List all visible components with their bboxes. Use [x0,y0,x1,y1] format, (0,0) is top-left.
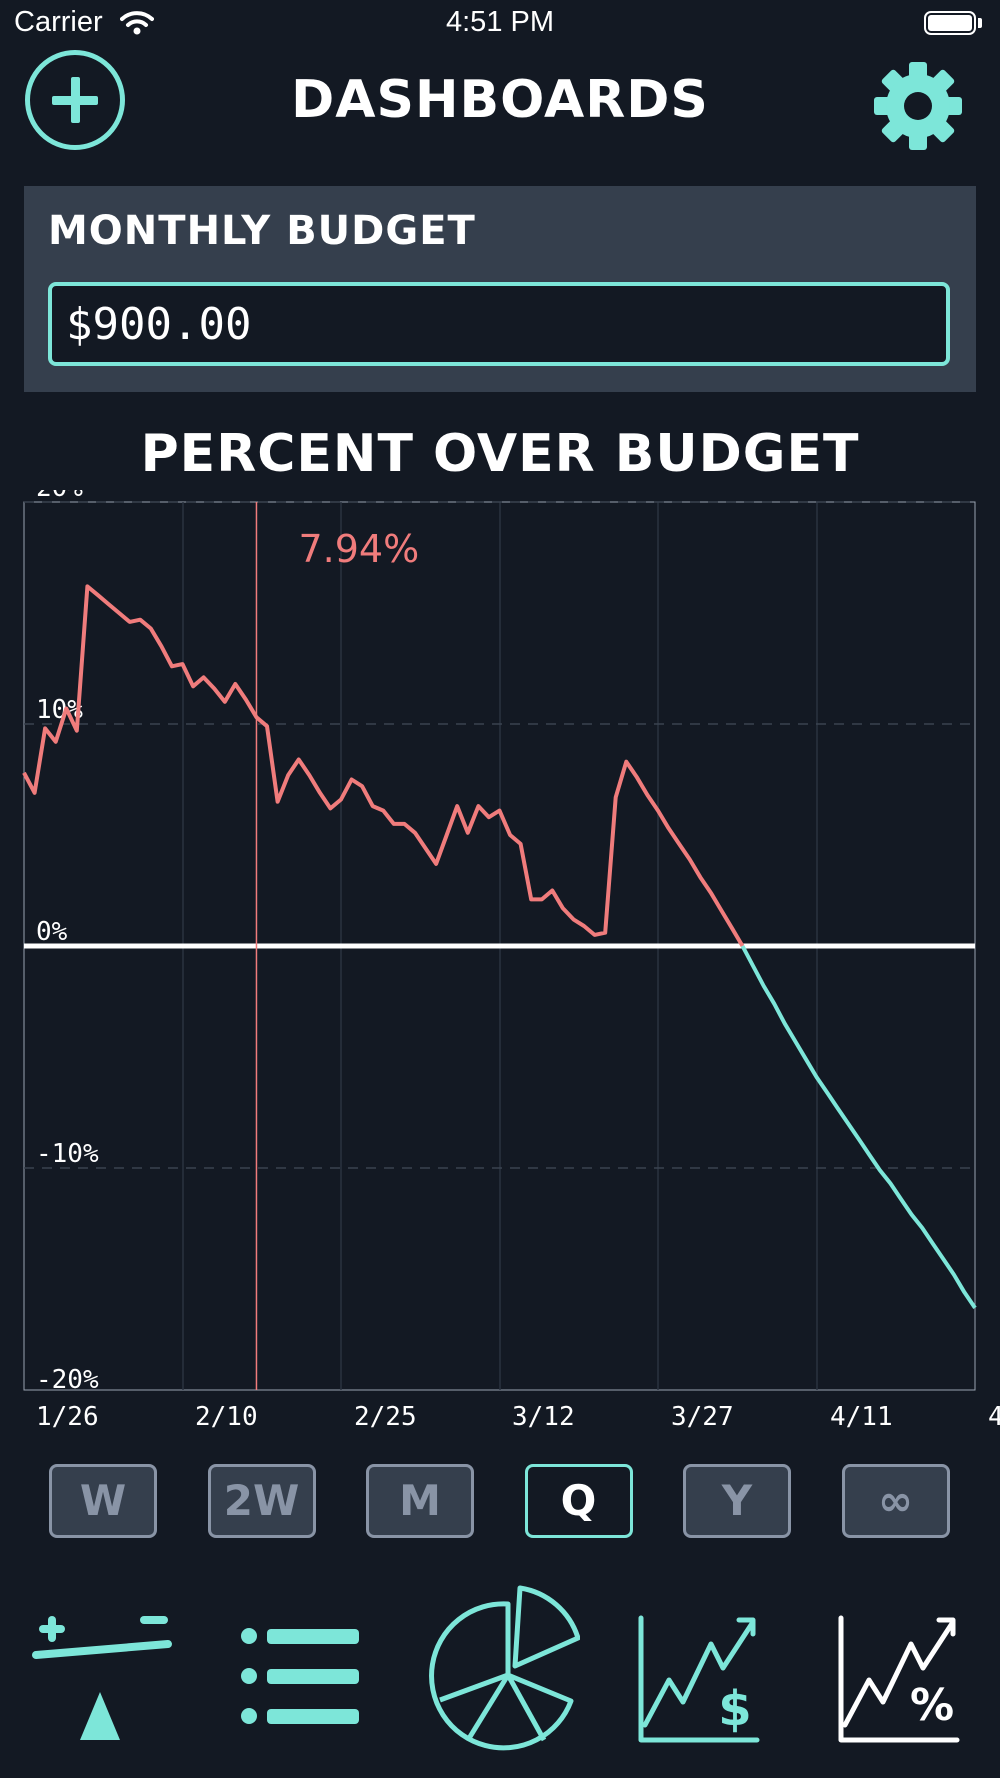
tab-bar: $ % [0,1580,1000,1778]
page-title: DASHBOARDS [291,70,709,130]
range-button[interactable]: W [49,1464,157,1538]
battery-icon [924,11,976,35]
y-tick-label: -10% [36,1139,99,1169]
svg-text:%: % [910,1680,954,1731]
y-tick-label: 0% [36,917,68,947]
x-tick-label: 2/10 [195,1402,258,1432]
status-time: 4:51 PM [446,6,554,38]
budget-label: MONTHLY BUDGET [48,208,476,254]
dollar-trend-icon[interactable]: $ [635,1580,765,1760]
budget-card: MONTHLY BUDGET [24,186,976,392]
x-tick-label: 2/25 [354,1402,417,1432]
x-tick-label: 4/11 [830,1402,893,1432]
x-tick-label: 1/26 [36,1402,99,1432]
range-button[interactable]: Q [524,1464,633,1538]
balance-scale-icon[interactable] [28,1580,178,1760]
pie-chart-icon[interactable] [420,1580,580,1760]
x-tick-label: 3/12 [512,1402,575,1432]
range-button[interactable]: 2W [207,1464,316,1538]
list-icon[interactable] [235,1580,365,1760]
range-button[interactable]: Y [683,1464,791,1538]
wifi-icon [120,11,154,35]
highlight-value-label: 7.94% [298,527,419,571]
range-button[interactable]: M [366,1464,474,1538]
series-line-under-budget [740,945,977,1310]
svg-text:$: $ [718,1681,751,1737]
percent-over-budget-chart[interactable]: 20% 10% 0% -10% -20% 1/26 2/10 2/25 3/12 3/27 4/11… [0,490,1000,1440]
gear-icon[interactable] [874,62,962,150]
carrier-label: Carrier [14,6,103,38]
x-tick-label: 4 [988,1402,1000,1432]
y-tick-label: 10% [36,695,83,725]
add-dashboard-button[interactable] [25,50,125,150]
battery-nub [978,18,982,28]
chart-title: PERCENT OVER BUDGET [140,424,860,484]
percent-trend-icon[interactable]: % [835,1580,965,1760]
status-bar: Carrier 4:51 PM [0,0,1000,50]
range-button[interactable]: ∞ [841,1464,950,1538]
x-tick-label: 3/27 [671,1402,734,1432]
y-tick-label: 20% [36,490,83,503]
budget-input[interactable] [48,282,950,366]
y-tick-label: -20% [36,1365,99,1395]
series-line-over-budget [22,584,745,948]
range-selector: W 2W M Q Y ∞ [0,1464,1000,1540]
